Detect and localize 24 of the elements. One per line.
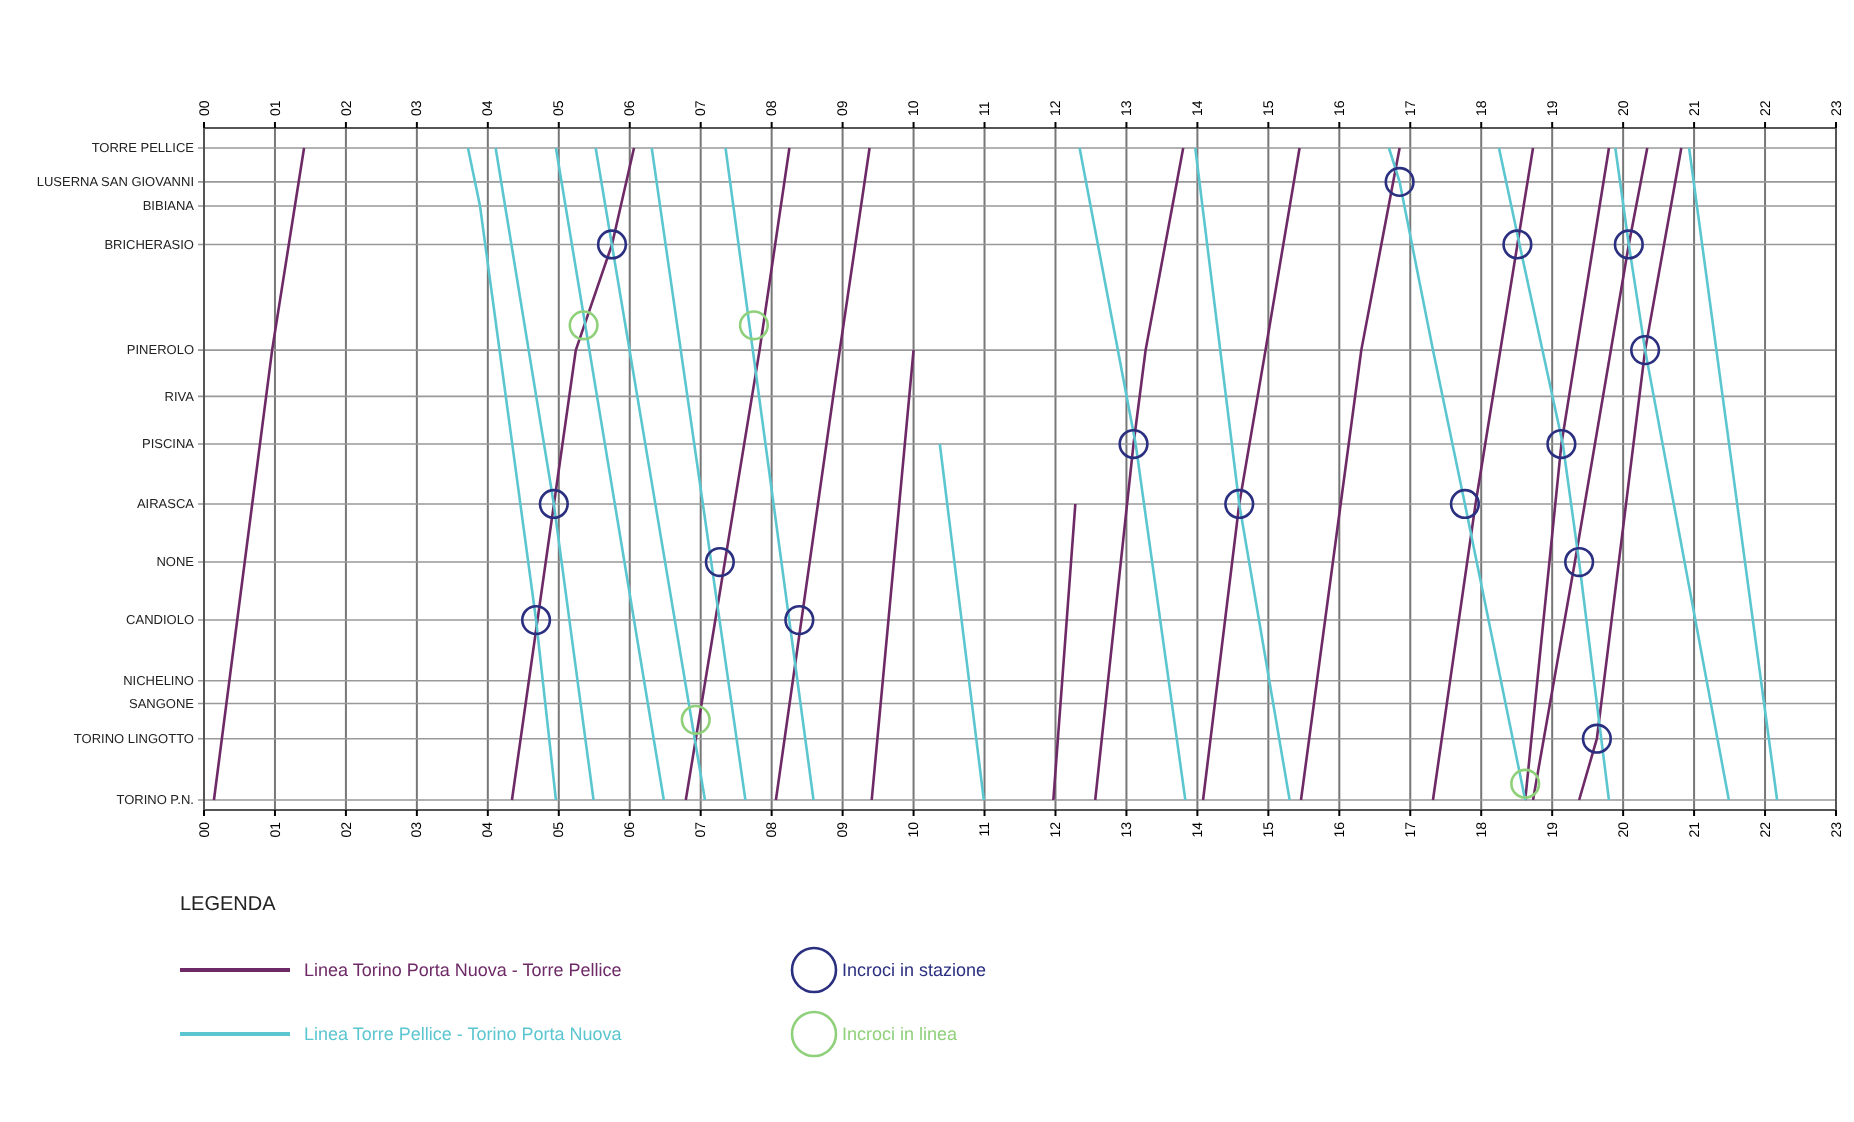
point (784, 604, 815, 636)
point (1118, 428, 1149, 460)
point (1449, 488, 1481, 520)
point (1384, 166, 1415, 197)
point (1546, 428, 1577, 460)
point (1510, 768, 1541, 799)
point (1630, 335, 1661, 366)
point (1613, 229, 1644, 260)
point (568, 310, 599, 341)
point (520, 604, 552, 636)
legend-title: LEGENDA (180, 894, 277, 916)
point (680, 704, 711, 735)
text: Incroci in stazione (842, 960, 987, 980)
point (1502, 229, 1533, 260)
text: Linea Torino Porta Nuova - Torre Pellice (304, 960, 622, 980)
point (1224, 488, 1255, 520)
point (738, 310, 770, 341)
point (538, 488, 569, 520)
text: Incroci in linea (842, 1024, 958, 1044)
point (1564, 546, 1595, 578)
point (1581, 723, 1612, 754)
point (704, 546, 735, 578)
text: Linea Torre Pellice - Torino Porta Nuova (304, 1024, 622, 1044)
point (596, 229, 628, 260)
